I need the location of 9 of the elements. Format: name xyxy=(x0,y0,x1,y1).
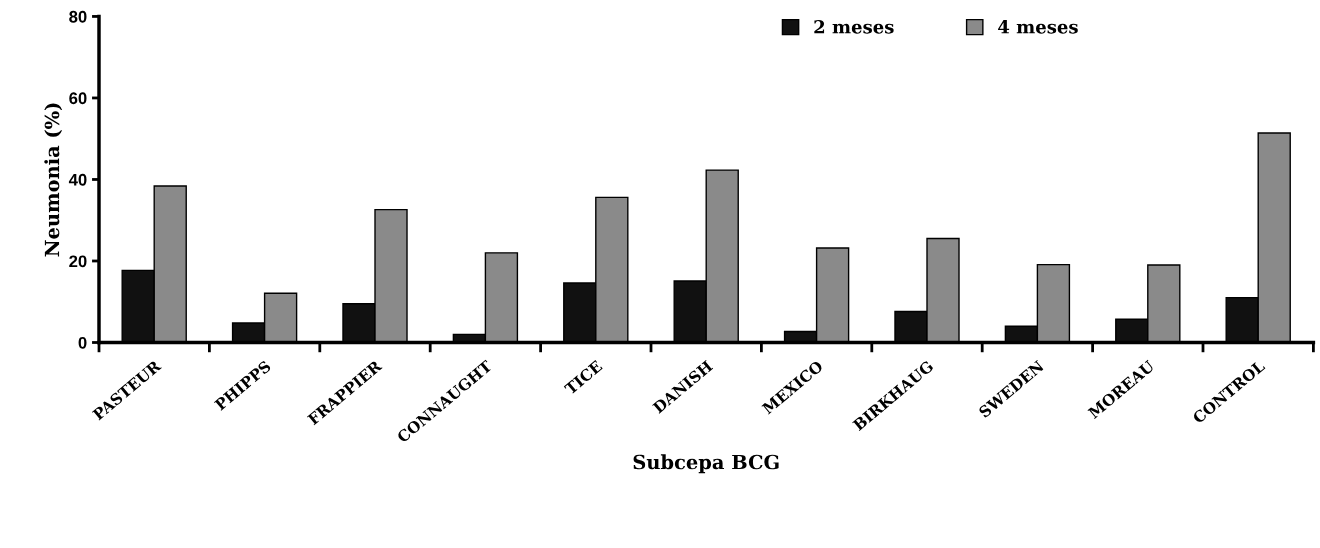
y-tick-label: 80 xyxy=(69,10,87,23)
legend-label: 4 meses xyxy=(998,19,1078,34)
x-axis-title: Subcepa BCG xyxy=(633,454,779,474)
y-axis-title: Neumonia (%) xyxy=(44,103,63,257)
y-tick-label: 60 xyxy=(69,92,87,105)
legend-label: 2 meses xyxy=(814,19,894,34)
y-tick-label: 20 xyxy=(69,255,87,268)
y-tick-label: 40 xyxy=(68,173,87,186)
y-tick-label: 0 xyxy=(78,336,87,349)
